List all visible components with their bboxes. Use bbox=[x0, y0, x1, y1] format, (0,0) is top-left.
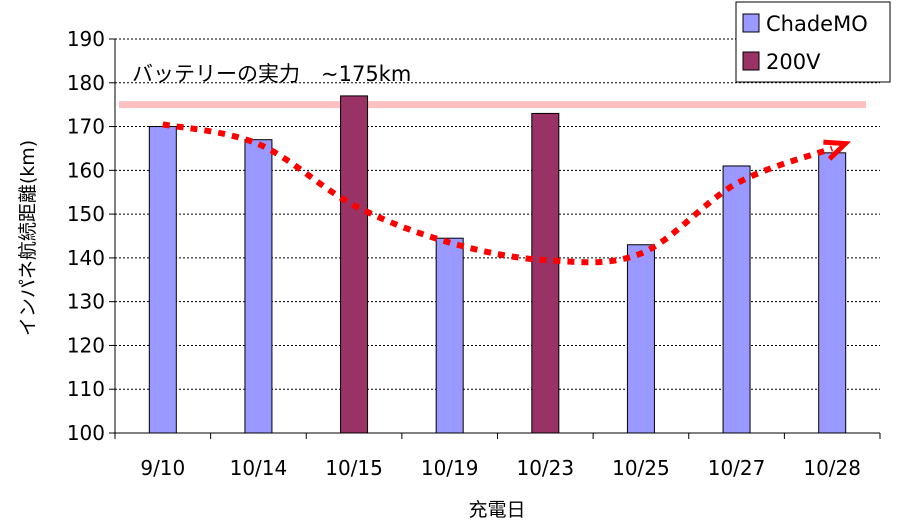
gridlines bbox=[115, 38, 880, 390]
y-tick-label: 170 bbox=[67, 115, 105, 139]
bar-chademo bbox=[722, 165, 751, 434]
x-axis-title: 充電日 bbox=[468, 499, 525, 521]
y-tick-label: 190 bbox=[67, 27, 105, 51]
bars bbox=[148, 95, 847, 434]
x-tick-label: 9/10 bbox=[140, 456, 185, 480]
legend-swatch-chademo bbox=[742, 13, 760, 33]
trend-group bbox=[162, 121, 852, 266]
axes: 100 110 120 130 140 150 160 170 180 190 9/10 10/14 1… bbox=[67, 27, 881, 480]
y-tick-label: 140 bbox=[67, 246, 105, 270]
bar-chademo bbox=[244, 139, 273, 434]
bar-chademo bbox=[148, 126, 177, 434]
y-axis-title: インパネ航続距離(km) bbox=[17, 140, 39, 336]
legend-swatch-200v bbox=[742, 51, 760, 71]
legend-label-200v: 200V bbox=[766, 50, 821, 74]
x-tick-label: 10/27 bbox=[708, 456, 766, 480]
y-tick-label: 150 bbox=[67, 202, 105, 226]
y-tick-label: 180 bbox=[67, 71, 105, 95]
y-tick-label: 110 bbox=[67, 377, 105, 401]
annotation-label: バッテリーの実力 ~175km bbox=[132, 62, 411, 86]
bar-chademo bbox=[626, 244, 655, 434]
x-tick-label: 10/14 bbox=[230, 456, 288, 480]
bar-200v bbox=[531, 112, 560, 434]
x-tick-label: 10/23 bbox=[516, 456, 574, 480]
y-tick-label: 160 bbox=[67, 158, 105, 182]
trend-arrowhead bbox=[823, 139, 852, 161]
x-tick-label: 10/15 bbox=[325, 456, 383, 480]
legend: ChadeMO 200V bbox=[735, 1, 891, 83]
bar-200v bbox=[340, 95, 369, 434]
y-tick-label: 100 bbox=[67, 421, 105, 445]
x-tick-label: 10/25 bbox=[612, 456, 670, 480]
y-tick-label: 130 bbox=[67, 290, 105, 314]
y-tick-label: 120 bbox=[67, 333, 105, 357]
bar-chademo bbox=[435, 237, 464, 434]
x-tick-label: 10/19 bbox=[421, 456, 479, 480]
legend-box bbox=[735, 1, 891, 83]
bar-chademo bbox=[818, 152, 847, 434]
x-tick-label: 10/28 bbox=[803, 456, 861, 480]
legend-label-chademo: ChadeMO bbox=[766, 12, 868, 36]
trend-curve bbox=[162, 121, 834, 266]
